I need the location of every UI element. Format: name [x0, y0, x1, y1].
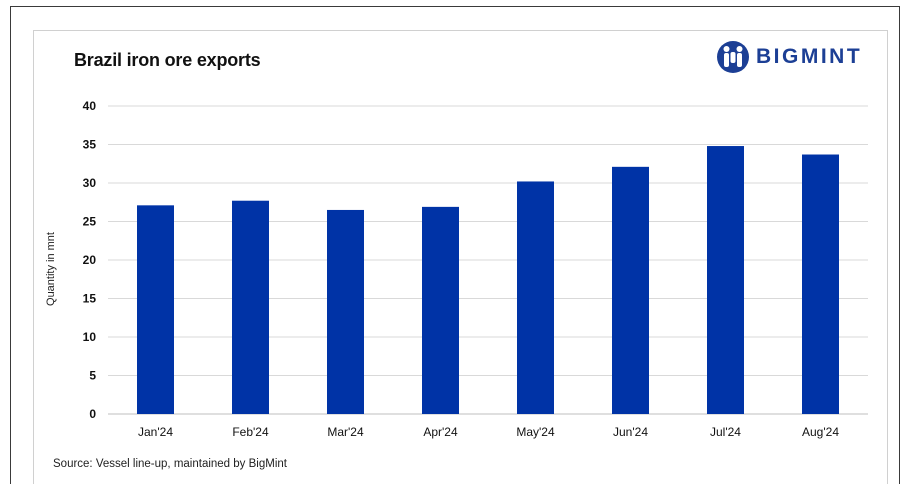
y-tick-label: 0: [89, 407, 96, 421]
x-tick-label: Feb'24: [232, 425, 269, 439]
y-tick-label: 30: [83, 176, 97, 190]
y-tick-label: 40: [83, 99, 97, 113]
y-tick-label: 25: [83, 215, 97, 229]
y-tick-label: 20: [83, 253, 97, 267]
x-tick-label: Jul'24: [710, 425, 741, 439]
x-tick-label: Mar'24: [327, 425, 364, 439]
bar: [802, 155, 839, 414]
x-tick-label: Jun'24: [613, 425, 648, 439]
y-tick-label: 5: [89, 369, 96, 383]
x-tick-label: Apr'24: [423, 425, 458, 439]
bar: [517, 181, 554, 414]
x-tick-label: May'24: [516, 425, 555, 439]
bar: [137, 205, 174, 414]
bar: [327, 210, 364, 414]
bar: [232, 201, 269, 414]
y-tick-label: 15: [83, 292, 97, 306]
y-tick-label: 35: [83, 138, 97, 152]
x-tick-label: Aug'24: [802, 425, 839, 439]
y-tick-label: 10: [83, 330, 97, 344]
bar: [422, 207, 459, 414]
source-note: Source: Vessel line-up, maintained by Bi…: [53, 458, 287, 470]
bar: [707, 146, 744, 414]
bar: [612, 167, 649, 414]
x-tick-label: Jan'24: [138, 425, 173, 439]
